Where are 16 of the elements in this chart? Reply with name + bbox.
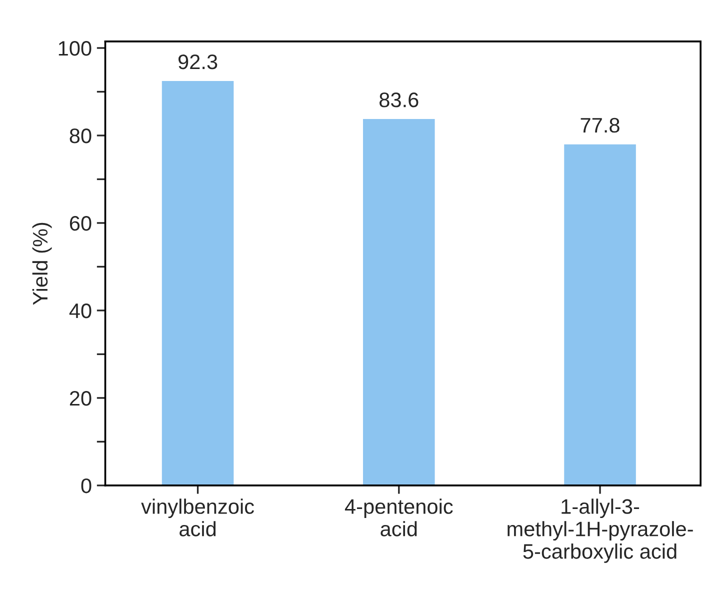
y-tick-label: 80 [70,128,92,144]
y-tick-label: 20 [70,390,92,406]
y-axis-title: Yield (%) [32,222,52,305]
x-tick-label: 1-allyl-3- methyl-1H-pyrazole- 5-carboxylic acid [508,498,693,563]
data-label: 83.6 [380,92,418,108]
y-tick-label: 40 [69,303,92,318]
bar [363,119,435,486]
y-tick-label: 60 [70,216,92,231]
data-label: 77.8 [580,118,620,133]
data-label: 92.3 [178,54,218,70]
bar [162,80,234,486]
bar [564,144,636,486]
y-tick-label: 0 [81,478,92,494]
x-tick-label: 4-pentenoic acid [344,498,453,536]
x-tick-label: vinylbenzoic acid [141,498,254,536]
y-tick-label: 100 [58,41,92,56]
